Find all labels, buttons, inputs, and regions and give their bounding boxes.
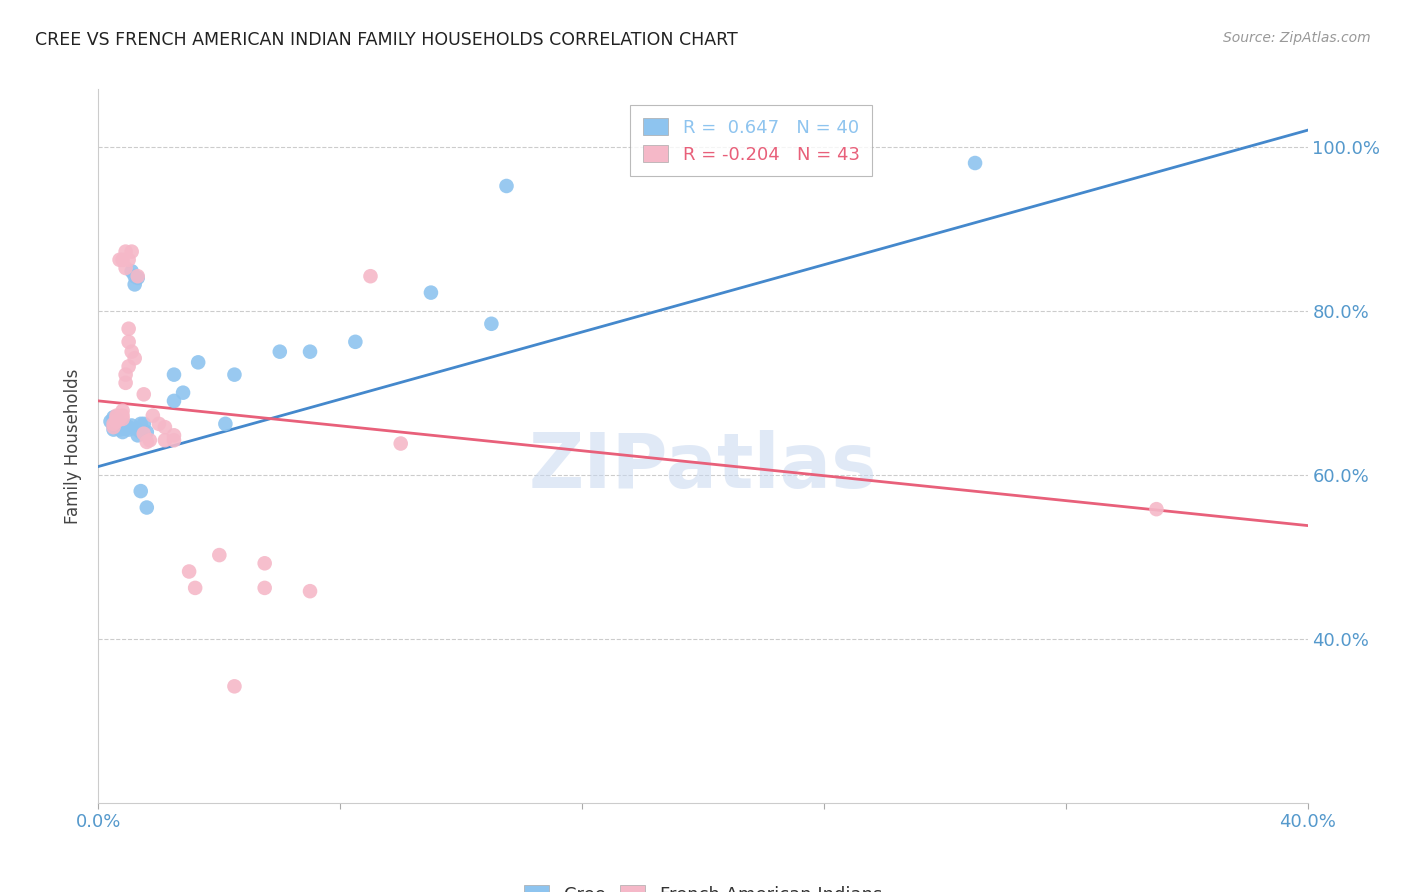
Point: [187, 355, 209, 369]
Point: [153, 434, 176, 448]
Point: [253, 556, 276, 570]
Point: [124, 351, 146, 366]
Point: [118, 420, 141, 434]
Point: [129, 417, 152, 431]
Point: [105, 410, 128, 425]
Point: [118, 334, 141, 349]
Point: [253, 581, 276, 595]
Point: [163, 434, 186, 448]
Point: [121, 264, 143, 278]
Point: [135, 434, 157, 449]
Point: [103, 417, 125, 431]
Point: [172, 385, 194, 400]
Point: [118, 252, 141, 267]
Point: [105, 417, 128, 431]
Point: [114, 376, 136, 390]
Point: [153, 420, 176, 434]
Point: [420, 285, 443, 300]
Point: [148, 417, 170, 431]
Point: [224, 679, 246, 693]
Point: [118, 423, 141, 437]
Point: [105, 412, 128, 426]
Point: [269, 344, 291, 359]
Point: [299, 584, 322, 599]
Point: [127, 269, 149, 284]
Point: [103, 410, 125, 425]
Point: [103, 423, 125, 437]
Point: [163, 393, 186, 408]
Text: Source: ZipAtlas.com: Source: ZipAtlas.com: [1223, 31, 1371, 45]
Point: [111, 252, 134, 267]
Point: [108, 420, 131, 434]
Point: [481, 317, 503, 331]
Point: [132, 426, 155, 441]
Point: [118, 322, 141, 336]
Point: [1144, 502, 1167, 516]
Point: [111, 412, 134, 426]
Point: [127, 270, 149, 285]
Point: [224, 368, 246, 382]
Point: [344, 334, 367, 349]
Point: [360, 269, 382, 284]
Point: [208, 548, 231, 562]
Point: [114, 418, 136, 433]
Text: ZIPatlas: ZIPatlas: [529, 431, 877, 504]
Point: [132, 387, 155, 401]
Point: [114, 422, 136, 436]
Point: [965, 156, 987, 170]
Point: [108, 423, 131, 437]
Point: [142, 409, 165, 423]
Point: [111, 403, 134, 417]
Point: [108, 412, 131, 426]
Point: [135, 500, 157, 515]
Point: [105, 409, 128, 423]
Point: [111, 409, 134, 423]
Point: [127, 423, 149, 437]
Point: [139, 434, 162, 448]
Point: [389, 436, 412, 450]
Point: [299, 344, 322, 359]
Point: [121, 418, 143, 433]
Legend: Cree, French American Indians: Cree, French American Indians: [515, 876, 891, 892]
Point: [124, 269, 146, 284]
Point: [132, 417, 155, 431]
Point: [129, 425, 152, 439]
Point: [127, 428, 149, 442]
Point: [114, 368, 136, 382]
Point: [103, 418, 125, 433]
Point: [114, 244, 136, 259]
Point: [105, 414, 128, 428]
Point: [111, 425, 134, 439]
Point: [129, 484, 152, 499]
Point: [108, 252, 131, 267]
Point: [118, 359, 141, 374]
Point: [100, 414, 122, 428]
Point: [103, 420, 125, 434]
Point: [111, 418, 134, 433]
Point: [163, 428, 186, 442]
Point: [214, 417, 236, 431]
Y-axis label: Family Households: Family Households: [65, 368, 83, 524]
Point: [495, 179, 517, 194]
Point: [121, 244, 143, 259]
Point: [135, 425, 157, 439]
Point: [179, 565, 201, 579]
Point: [124, 277, 146, 292]
Point: [121, 344, 143, 359]
Point: [114, 260, 136, 275]
Text: CREE VS FRENCH AMERICAN INDIAN FAMILY HOUSEHOLDS CORRELATION CHART: CREE VS FRENCH AMERICAN INDIAN FAMILY HO…: [35, 31, 738, 49]
Point: [163, 368, 186, 382]
Point: [184, 581, 207, 595]
